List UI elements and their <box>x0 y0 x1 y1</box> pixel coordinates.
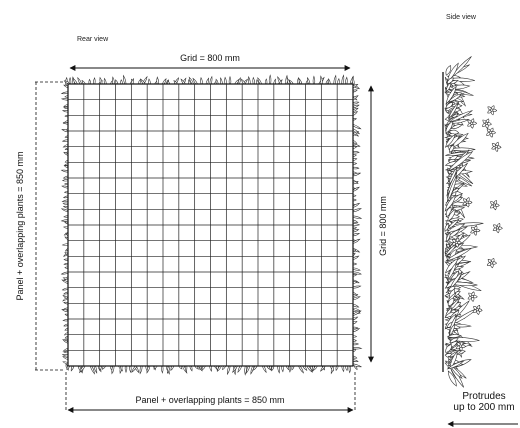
leaf <box>449 271 463 290</box>
leaf <box>445 102 454 109</box>
leaf <box>447 150 474 172</box>
flower-center <box>454 240 458 244</box>
leaf <box>446 62 459 83</box>
leaf <box>123 74 127 87</box>
leaf <box>268 74 272 87</box>
leaf <box>333 74 337 87</box>
leaf <box>446 231 451 243</box>
leaf <box>449 89 474 96</box>
leaf <box>445 247 472 262</box>
leaf <box>447 297 455 307</box>
leaf <box>450 132 469 149</box>
leaf <box>450 124 463 130</box>
side-view-title: Side view <box>446 14 477 21</box>
leaf <box>450 365 463 380</box>
flower-center <box>490 261 494 265</box>
leaf <box>445 81 452 93</box>
leaf <box>445 152 469 156</box>
leaf <box>448 110 473 123</box>
leaf <box>449 323 455 337</box>
leaf <box>446 360 465 370</box>
leaf <box>447 208 456 222</box>
flower-center <box>484 121 488 125</box>
leaf <box>449 119 470 124</box>
leaf <box>445 344 452 353</box>
protrude-line-1: Protrudes <box>462 391 505 402</box>
leaf <box>446 175 458 203</box>
flower-center <box>494 145 498 149</box>
grid-width-label: Grid = 800 mm <box>180 53 240 63</box>
flower-center <box>475 308 479 312</box>
leaf <box>350 347 363 350</box>
flower-center <box>459 344 463 348</box>
leaf <box>447 93 463 103</box>
leaf <box>341 74 345 87</box>
leaf <box>445 65 452 76</box>
flower-center <box>473 228 477 232</box>
leaf <box>449 144 455 153</box>
leaf <box>445 120 453 134</box>
flower-center <box>465 200 469 204</box>
flower-center <box>470 295 474 299</box>
leaf <box>445 133 456 148</box>
side-view-plants-illustration <box>443 56 503 388</box>
leaf <box>447 370 457 387</box>
flower-center <box>470 121 474 125</box>
leaf <box>447 229 461 239</box>
flower-center <box>495 226 499 230</box>
leaf <box>444 222 450 232</box>
flower-center <box>489 130 493 134</box>
leaf <box>446 218 460 230</box>
leaf <box>447 102 459 120</box>
rear-grid <box>67 83 354 367</box>
leaf <box>444 257 459 274</box>
panel-width-label: Panel + overlapping plants = 850 mm <box>135 395 284 405</box>
leaf <box>446 334 462 338</box>
protrude-line-2: up to 200 mm <box>453 402 514 413</box>
rear-view-title: Rear view <box>77 36 109 43</box>
grid-height-label: Grid = 800 mm <box>378 196 388 256</box>
leaf <box>449 350 458 370</box>
flower-center <box>490 108 494 112</box>
flower-center <box>492 203 496 207</box>
panel-height-label: Panel + overlapping plants = 850 mm <box>15 151 25 300</box>
leaf <box>447 261 457 282</box>
